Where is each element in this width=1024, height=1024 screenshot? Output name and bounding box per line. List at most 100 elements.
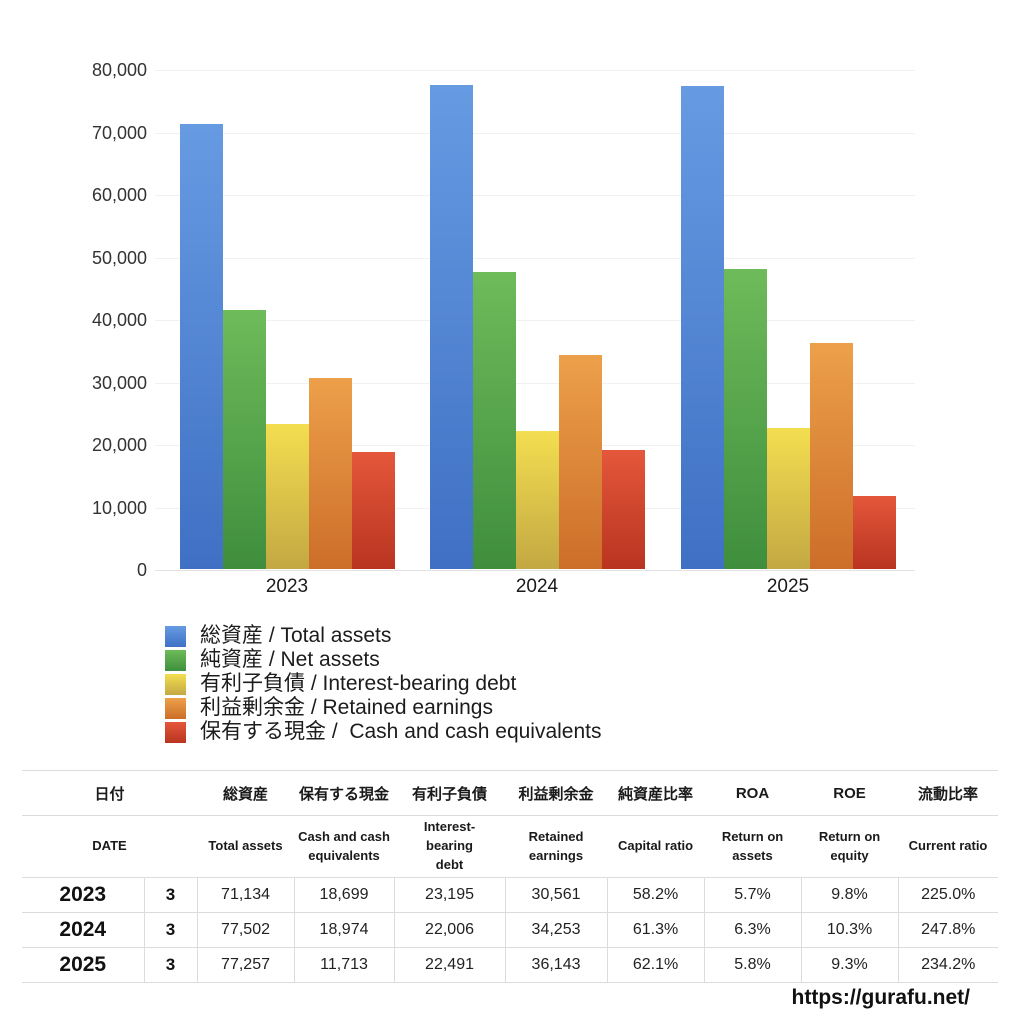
legend-item-retained-earnings: 利益剰余金 / Retained earnings: [165, 696, 602, 720]
gridline: [155, 320, 915, 321]
year-cell: 2023: [59, 883, 107, 906]
value-cell: 247.8%: [897, 912, 999, 948]
value-cell: 77,257: [196, 947, 295, 983]
year-cell: 2025: [59, 953, 107, 976]
y-axis-tick-label: 70,000: [91, 122, 147, 143]
y-axis-tick-label: 80,000: [91, 60, 147, 80]
column-header: Retained earnings: [528, 828, 584, 863]
bar-interest-bearing-debt-2023: [266, 424, 309, 569]
column-header: ROA: [735, 784, 770, 802]
bar-net-assets-2025: [724, 269, 767, 569]
value-cell: 234.2%: [897, 947, 999, 983]
month-cell: 3: [143, 947, 198, 983]
bar-cash-2025: [853, 496, 896, 569]
legend-label: 純資産 / Net assets: [200, 648, 380, 671]
legend-swatch-cash: [165, 722, 186, 743]
y-axis-tick-label: 20,000: [91, 435, 147, 455]
value-cell: 61.3%: [606, 912, 705, 948]
legend-item-interest-bearing-debt: 有利子負債 / Interest-bearing debt: [165, 672, 602, 696]
value-cell: 5.7%: [703, 877, 802, 913]
value-cell: 11,713: [293, 947, 395, 983]
gridline: [155, 195, 915, 196]
value-cell: 225.0%: [897, 877, 999, 913]
bar-retained-earnings-2023: [309, 378, 352, 569]
x-axis-tick-label: 2025: [766, 576, 810, 597]
month-cell: 3: [143, 912, 198, 948]
legend-swatch-retained-earnings: [165, 698, 186, 719]
bar-retained-earnings-2025: [810, 343, 853, 569]
column-header: Return on equity: [818, 828, 881, 863]
column-header: Return on assets: [721, 828, 784, 863]
footer-url: https://gurafu.net/: [791, 986, 970, 1009]
value-cell: 18,974: [293, 912, 395, 948]
legend-swatch-interest-bearing-debt: [165, 674, 186, 695]
bar-cash-2023: [352, 452, 395, 569]
column-header: Capital ratio: [617, 838, 694, 854]
value-cell: 71,134: [196, 877, 295, 913]
column-header: 流動比率: [918, 785, 979, 803]
column-header: Cash and cash equivalents: [298, 828, 390, 863]
table-row-2024: 2024 3 77,502 18,974 22,006 34,253 61.3% 6.3% 10…: [22, 912, 999, 948]
value-cell: 58.2%: [606, 877, 705, 913]
gridline: [155, 132, 915, 134]
column-header: 保有する現金: [299, 785, 390, 803]
plot-area: [155, 70, 915, 571]
bar-group-2024: [430, 85, 645, 569]
bar-group-2023: [180, 124, 395, 569]
table-row-2025: 2025 3 77,257 11,713 22,491 36,143 62.1% 5.8% 9.…: [22, 947, 999, 983]
bar-net-assets-2023: [223, 310, 266, 569]
gridline: [155, 70, 915, 71]
bar-interest-bearing-debt-2024: [516, 431, 559, 569]
legend-label: 有利子負債 / Interest-bearing debt: [200, 672, 517, 695]
y-axis-tick-label: 10,000: [91, 497, 147, 518]
y-axis-tick-label: 60,000: [91, 185, 147, 205]
legend-swatch-net-assets: [165, 650, 186, 671]
y-axis-tick-label: 50,000: [91, 247, 147, 268]
legend-item-cash: 保有する現金 / Cash and cash equivalents: [165, 720, 602, 744]
column-header: Total assets: [208, 838, 283, 854]
legend-label: 総資産 / Total assets: [200, 624, 392, 647]
bar-total-assets-2025: [681, 86, 724, 569]
value-cell: 9.3%: [800, 947, 899, 983]
gridline: [155, 257, 915, 259]
column-header: DATE: [92, 838, 127, 854]
gridline: [155, 570, 915, 571]
table-row-2023: 2023 3 71,134 18,699 23,195 30,561 58.2% 5.7% 9.…: [22, 877, 999, 913]
table-body: 2023 3 71,134 18,699 23,195 30,561 58.2% 5.7% 9.…: [22, 877, 999, 983]
column-header: 有利子負債: [412, 785, 488, 803]
value-cell: 22,006: [393, 912, 506, 948]
legend-item-total-assets: 総資産 / Total assets: [165, 624, 602, 648]
x-axis-tick-label: 2024: [515, 576, 559, 597]
legend-item-net-assets: 純資産 / Net assets: [165, 648, 602, 672]
column-header: 利益剰余金: [518, 785, 594, 803]
value-cell: 34,253: [504, 912, 608, 948]
column-header: 日付: [94, 785, 125, 803]
value-cell: 22,491: [393, 947, 506, 983]
value-cell: 10.3%: [800, 912, 899, 948]
legend-label: 利益剰余金 / Retained earnings: [200, 696, 493, 719]
column-header: 総資産: [223, 785, 269, 803]
month-cell: 3: [143, 877, 198, 913]
column-header: Current ratio: [908, 838, 988, 854]
value-cell: 62.1%: [606, 947, 705, 983]
bar-chart: 80,000 70,000 60,000 50,000 40,000 30,000 20,0…: [91, 60, 915, 597]
legend-swatch-total-assets: [165, 626, 186, 647]
value-cell: 23,195: [393, 877, 506, 913]
x-axis-tick-label: 2023: [265, 576, 309, 597]
value-cell: 18,699: [293, 877, 395, 913]
bar-retained-earnings-2024: [559, 355, 602, 569]
bar-total-assets-2024: [430, 85, 473, 569]
bar-interest-bearing-debt-2025: [767, 428, 810, 569]
header-row-english: DATE Total assets Cash and cash equivalent…: [22, 815, 999, 878]
value-cell: 36,143: [504, 947, 608, 983]
bar-total-assets-2023: [180, 124, 223, 569]
y-axis-tick-label: 30,000: [91, 372, 147, 393]
legend: 総資産 / Total assets 純資産 / Net assets 有利子負債 …: [165, 624, 602, 744]
bar-cash-2024: [602, 450, 645, 569]
column-header: Interest-bearing debt: [423, 819, 476, 872]
column-header: ROE: [833, 784, 866, 802]
value-cell: 30,561: [504, 877, 608, 913]
header-row-japanese: 日付 総資産 保有する現金 有利子負債 利益剰余金 純資産比率 ROA ROE 流動比率: [22, 770, 999, 816]
legend-label: 保有する現金 / Cash and cash equivalents: [200, 720, 602, 743]
bar-net-assets-2024: [473, 272, 516, 569]
